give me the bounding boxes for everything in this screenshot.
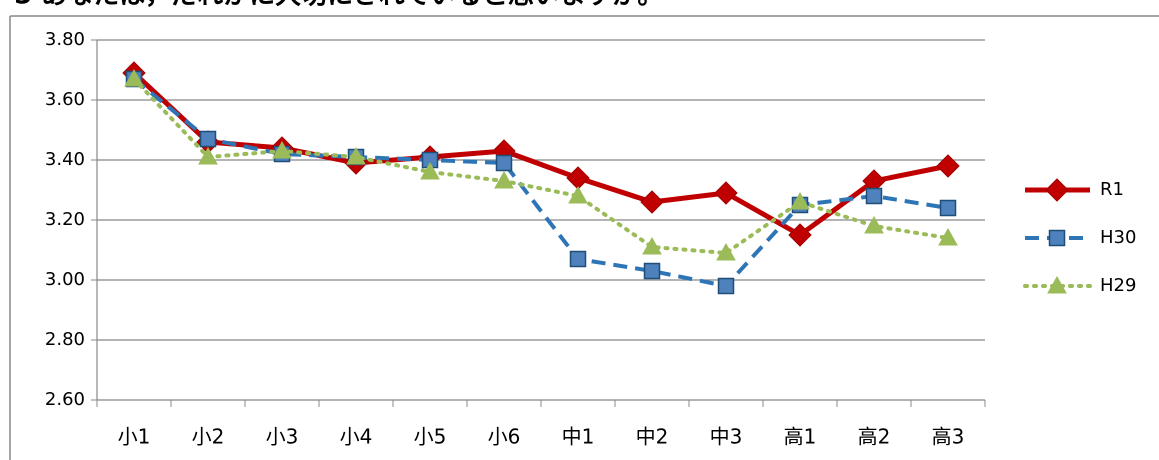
legend-marker bbox=[1045, 178, 1069, 202]
x-tick-label: 高2 bbox=[858, 425, 891, 449]
x-tick-label: 小2 bbox=[192, 425, 225, 449]
series-line bbox=[132, 71, 949, 238]
data-point bbox=[643, 262, 661, 280]
data-point bbox=[790, 191, 810, 210]
data-point bbox=[568, 185, 588, 204]
y-tick-label: 3.00 bbox=[45, 269, 85, 290]
data-point bbox=[199, 130, 217, 148]
data-point bbox=[569, 250, 587, 268]
legend-label: H30 bbox=[1100, 227, 1136, 248]
data-point bbox=[864, 215, 884, 234]
data-point bbox=[865, 187, 883, 205]
data-point bbox=[716, 242, 736, 261]
data-point bbox=[272, 140, 292, 159]
data-point bbox=[640, 190, 664, 214]
data-point bbox=[642, 236, 662, 255]
data-point bbox=[346, 146, 366, 165]
y-tick-label: 3.60 bbox=[45, 89, 85, 110]
y-tick-label: 3.20 bbox=[45, 209, 85, 230]
x-tick-label: 小5 bbox=[414, 425, 447, 449]
data-point bbox=[495, 154, 513, 172]
x-tick-label: 中2 bbox=[636, 425, 669, 449]
data-point bbox=[198, 146, 218, 165]
data-point bbox=[494, 170, 514, 189]
legend-label: H29 bbox=[1100, 275, 1136, 296]
x-tick-label: 小1 bbox=[118, 425, 151, 449]
series-line bbox=[132, 77, 950, 255]
series-line bbox=[132, 77, 949, 288]
data-point bbox=[124, 68, 144, 87]
data-point bbox=[938, 227, 958, 246]
x-tick-label: 中1 bbox=[562, 425, 595, 449]
x-tick-label: 小6 bbox=[488, 425, 521, 449]
x-tick-label: 高1 bbox=[784, 425, 817, 449]
y-tick-label: 3.80 bbox=[45, 29, 85, 50]
y-tick-label: 3.40 bbox=[45, 149, 85, 170]
legend-marker bbox=[1047, 275, 1067, 294]
y-tick-label: 2.60 bbox=[45, 389, 85, 410]
data-point bbox=[717, 277, 735, 295]
x-tick-label: 高3 bbox=[932, 425, 965, 449]
data-point bbox=[788, 223, 812, 247]
x-tick-label: 小4 bbox=[340, 425, 373, 449]
y-tick-label: 2.80 bbox=[45, 329, 85, 350]
x-tick-label: 小3 bbox=[266, 425, 299, 449]
data-point bbox=[936, 154, 960, 178]
legend-label: R1 bbox=[1100, 179, 1124, 200]
data-point bbox=[939, 199, 957, 217]
data-point bbox=[714, 181, 738, 205]
data-point bbox=[566, 166, 590, 190]
legend-marker bbox=[1048, 229, 1066, 247]
data-point bbox=[420, 161, 440, 180]
chart-title: 5 あなたは，だれかに大切にされていると思いますか。 bbox=[14, 0, 663, 11]
x-tick-label: 中3 bbox=[710, 425, 743, 449]
